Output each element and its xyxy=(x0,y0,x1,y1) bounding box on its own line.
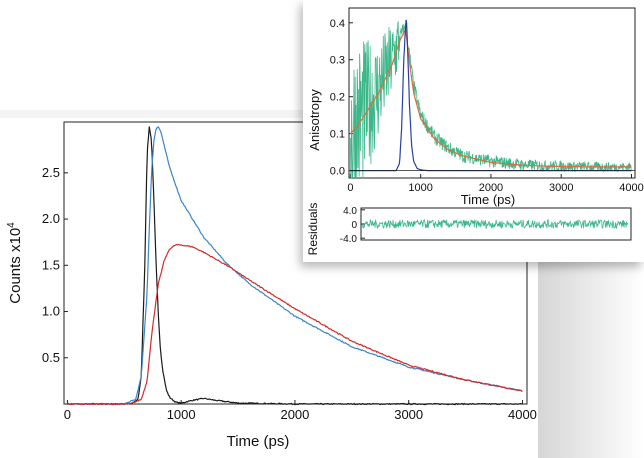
series-line-0 xyxy=(350,20,632,179)
y-tick-label: 2.5 xyxy=(42,165,60,180)
x-tick-label: 3000 xyxy=(549,182,573,194)
x-tick-label: 2000 xyxy=(479,182,503,194)
series-line-0 xyxy=(66,126,523,406)
main-y-axis-label: Counts x104 xyxy=(6,222,24,304)
y-tick-label: 0.1 xyxy=(330,129,345,141)
y-tick-label: 4.0 xyxy=(343,206,357,217)
x-tick-label: 1000 xyxy=(408,182,432,194)
y-tick-label: 1.5 xyxy=(42,257,60,272)
x-tick-label: 4000 xyxy=(619,182,643,194)
inset-panel: 0.0 0.1 0.2 0.3 0.4 0 1000 2000 3000 4000 Anisot… xyxy=(303,0,644,262)
x-tick-label: 0 xyxy=(347,182,353,194)
y-tick-label: 0.0 xyxy=(330,166,345,178)
y-tick-label: 0.4 xyxy=(330,18,345,30)
x-tick-label: 3000 xyxy=(394,407,423,422)
y-tick-label: 0 xyxy=(351,220,357,231)
x-tick-label: 1000 xyxy=(167,407,196,422)
y-tick-label: -4.0 xyxy=(340,234,358,245)
inset-charts: 0.0 0.1 0.2 0.3 0.4 0 1000 2000 3000 4000 Anisot… xyxy=(306,7,644,256)
residuals-y-axis-label: Residuals xyxy=(306,203,320,256)
main-x-axis-label: Time (ps) xyxy=(227,433,290,450)
y-tick-label: 0.3 xyxy=(330,55,345,67)
x-tick-label: 4000 xyxy=(508,407,537,422)
y-tick-label: 0.5 xyxy=(42,350,60,365)
x-tick-label: 2000 xyxy=(280,407,309,422)
series-line-1 xyxy=(349,29,632,168)
y-tick-label: 1.0 xyxy=(42,304,60,319)
anisotropy-y-axis-label: Anisotropy xyxy=(307,89,322,151)
y-tick-label: 0.2 xyxy=(330,92,345,104)
series-line-0 xyxy=(361,218,629,230)
series-line-2 xyxy=(67,243,523,406)
anisotropy-plot-frame xyxy=(348,7,636,179)
y-tick-label: 2.0 xyxy=(42,211,60,226)
x-tick-label: 0 xyxy=(64,407,71,422)
anisotropy-x-axis-label: Time (ps) xyxy=(461,192,515,207)
